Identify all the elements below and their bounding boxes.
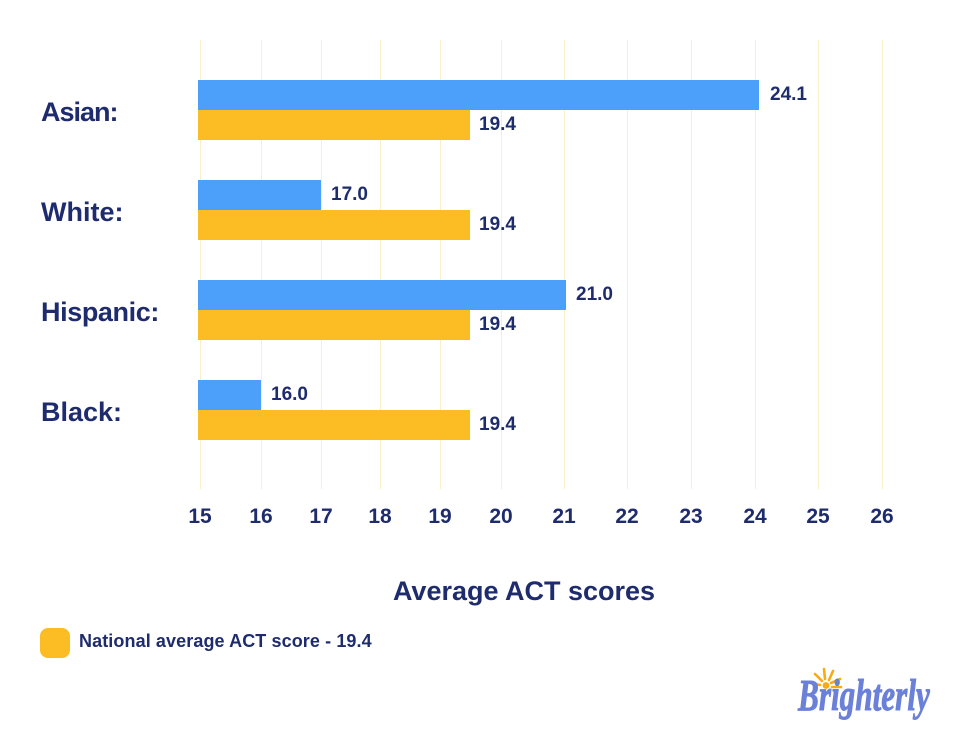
svg-text:Brighterly: Brighterly [797, 672, 931, 720]
